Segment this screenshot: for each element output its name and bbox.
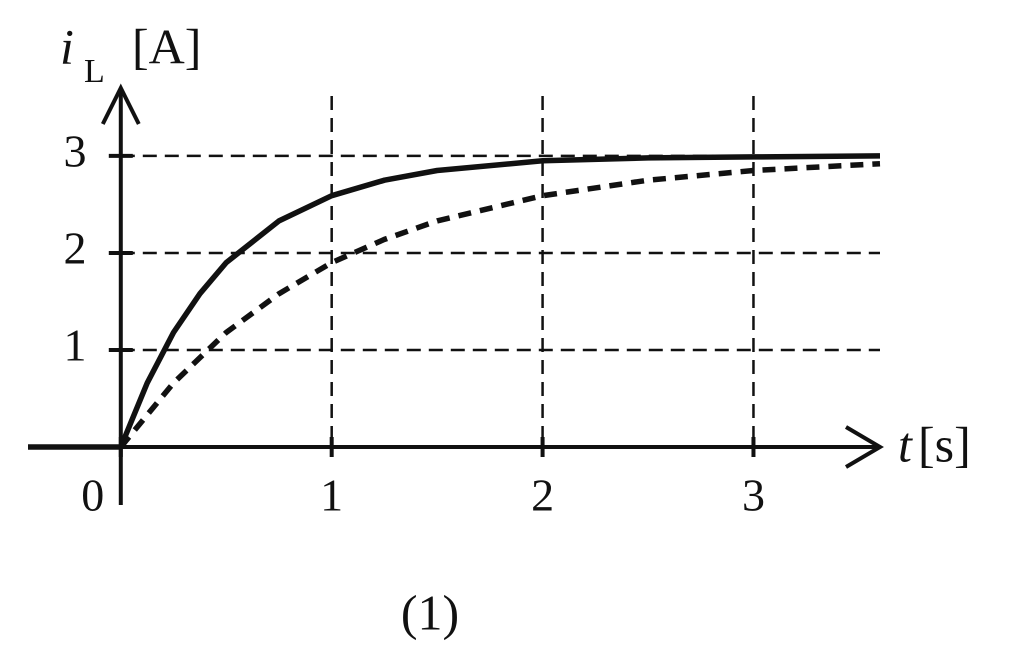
x-axis-arrow [844,425,884,469]
series-line [28,153,881,450]
tick-labels: 0 1 2 3 1 2 3 [64,125,765,520]
x-tick-label: 2 [531,470,554,521]
grid [120,96,880,447]
y-axis-unit: [A] [132,18,201,74]
x-tick-label: 0 [81,470,104,521]
x-axis-label: t [898,416,913,472]
y-axis-arrow [101,83,141,125]
x-axis-unit: [s] [918,416,971,472]
series-line [118,160,881,449]
caption: (1) [401,584,459,640]
x-tick-label: 1 [320,470,343,521]
y-axis-label: i [60,18,74,74]
y-tick-label: 1 [64,320,87,371]
plot [28,153,881,450]
x-tick-label: 3 [742,470,765,521]
y-tick-label: 2 [64,223,87,274]
y-tick-label: 3 [64,125,87,176]
y-axis-label-subscript: L [84,53,105,90]
axes [28,83,884,505]
